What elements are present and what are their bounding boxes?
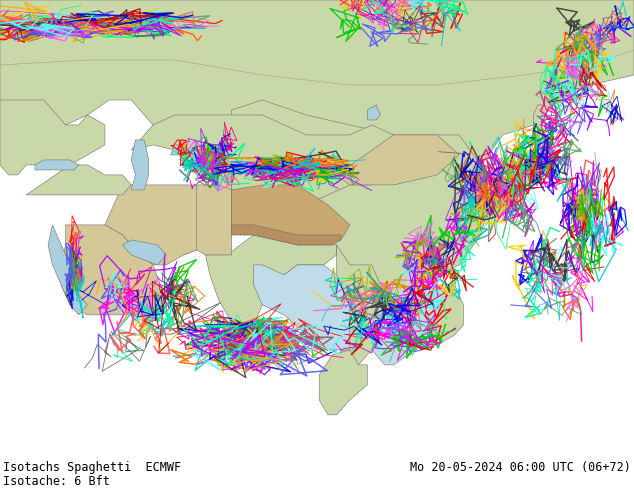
Polygon shape [0,0,634,85]
Polygon shape [372,265,446,365]
Polygon shape [205,235,337,335]
Polygon shape [175,185,232,255]
Polygon shape [254,265,350,350]
Polygon shape [232,225,341,245]
Polygon shape [337,245,385,365]
Polygon shape [232,185,350,245]
Text: Isotache: 6 Bft: Isotache: 6 Bft [3,475,110,488]
Polygon shape [319,350,367,415]
Polygon shape [437,250,446,265]
Polygon shape [0,100,105,175]
Polygon shape [105,185,197,265]
Polygon shape [26,165,131,195]
Polygon shape [232,100,489,285]
Polygon shape [61,225,166,315]
Polygon shape [481,155,547,220]
Polygon shape [337,135,459,185]
Polygon shape [429,285,463,345]
Polygon shape [131,140,148,190]
Polygon shape [35,160,79,170]
Polygon shape [0,0,634,255]
Polygon shape [131,115,406,225]
Polygon shape [525,150,551,165]
Polygon shape [171,145,184,155]
Polygon shape [48,225,87,315]
Text: Mo 20-05-2024 06:00 UTC (06+72): Mo 20-05-2024 06:00 UTC (06+72) [410,461,631,474]
Polygon shape [262,330,271,345]
Polygon shape [529,105,542,145]
Text: Isotachs Spaghetti  ECMWF: Isotachs Spaghetti ECMWF [3,461,181,474]
Polygon shape [122,240,166,265]
Polygon shape [463,185,481,205]
Polygon shape [367,105,380,120]
